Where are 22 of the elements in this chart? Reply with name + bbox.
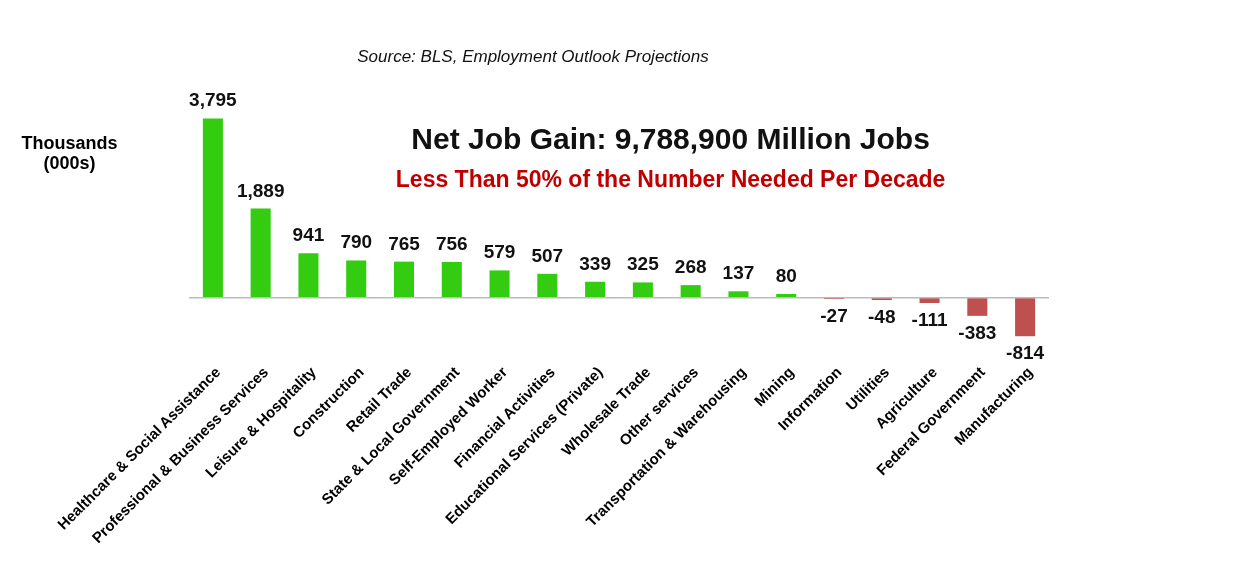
- data-label: 137: [722, 262, 755, 284]
- data-label: 3,795: [189, 89, 238, 111]
- chart-title: Net Job Gain: 9,788,900 Million Jobs: [411, 122, 930, 155]
- text: Less Than 50% of the Number Needed Per Decade: [395, 166, 946, 192]
- data-label: 339: [579, 252, 611, 274]
- data-label: -814: [1006, 342, 1045, 364]
- data-label: 325: [627, 253, 660, 275]
- data-label: -111: [911, 309, 948, 331]
- y-axis-title: Thousands (000s): [21, 132, 118, 173]
- data-label: -27: [820, 305, 848, 327]
- data-label: 765: [388, 232, 421, 254]
- data-label: 790: [340, 231, 373, 253]
- data-label: 579: [483, 241, 516, 263]
- data-label: 507: [531, 244, 564, 266]
- data-label: 1,889: [236, 179, 285, 201]
- data-label: -48: [868, 306, 896, 328]
- source-note: Source: BLS, Employment Outlook Projections: [357, 47, 710, 66]
- data-label: 941: [292, 224, 325, 246]
- data-label: 268: [674, 256, 707, 278]
- data-label: 80: [775, 264, 797, 286]
- data-label: 756: [435, 233, 468, 255]
- data-label: -383: [958, 321, 997, 343]
